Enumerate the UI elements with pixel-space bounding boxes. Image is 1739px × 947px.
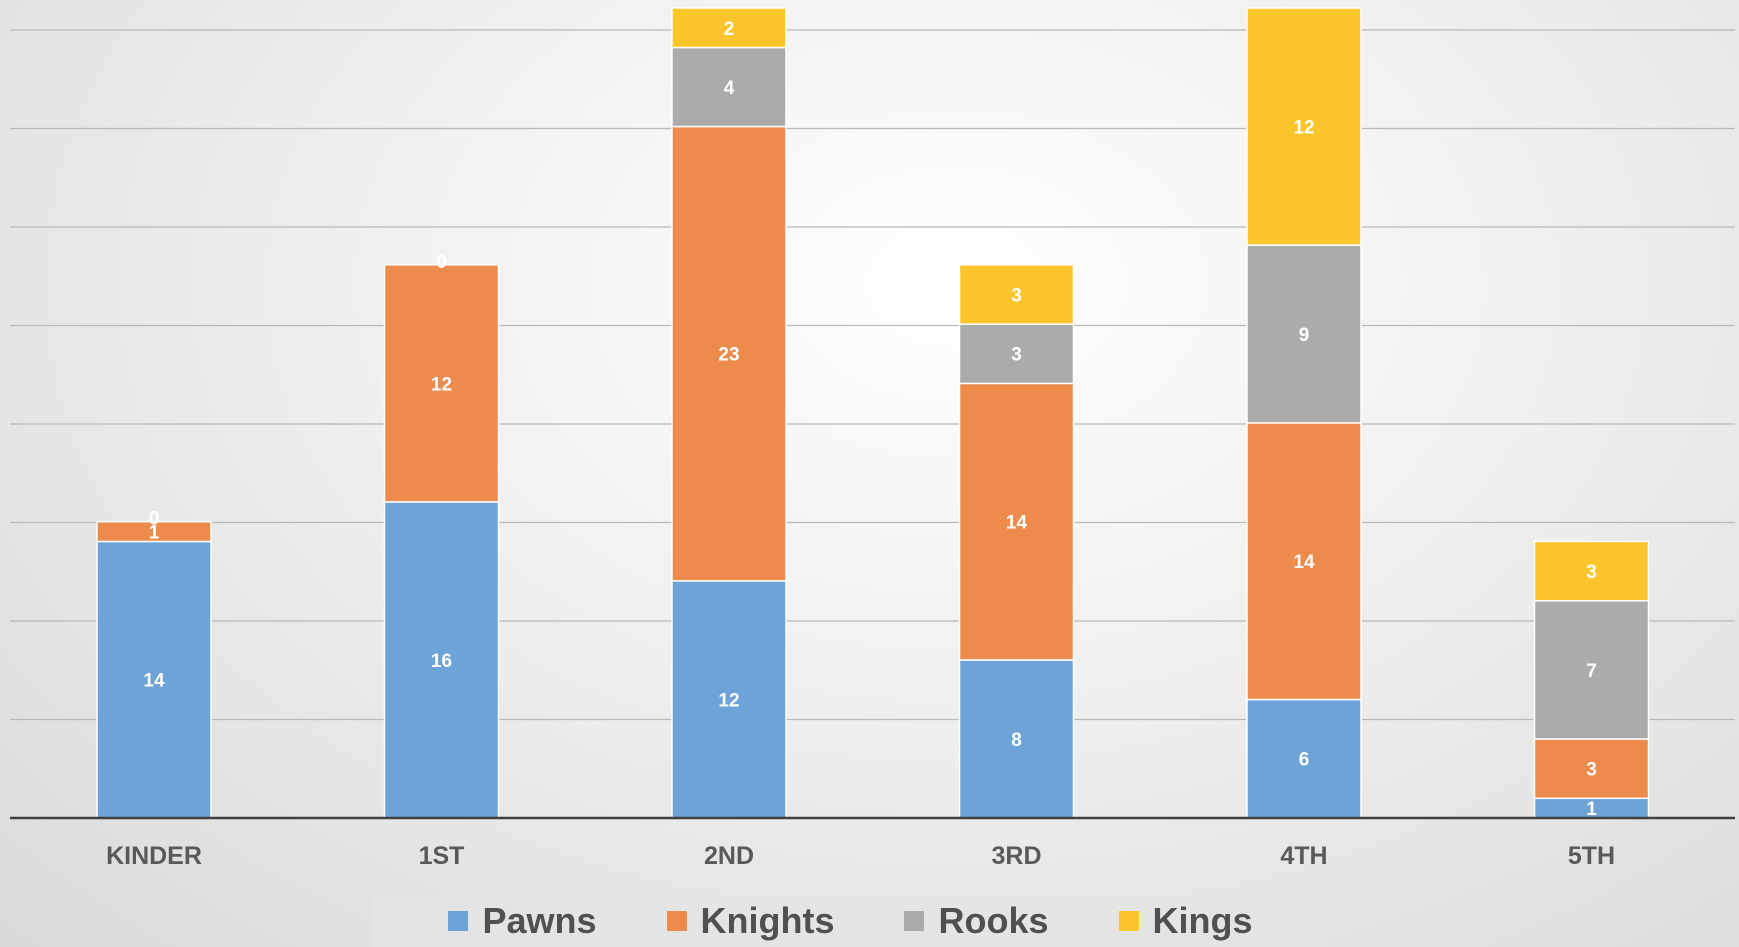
legend-label-pawns: Pawns — [482, 900, 597, 941]
data-label: 16 — [431, 651, 452, 672]
data-label: 0 — [436, 252, 447, 273]
data-label: 4 — [724, 78, 735, 99]
bar-segment-pawns — [958, 659, 1075, 819]
bar-segment-knights — [958, 382, 1075, 661]
bar-segment-knights — [96, 520, 212, 543]
data-label: 9 — [1299, 325, 1310, 346]
x-tick-label: KINDER — [106, 842, 202, 870]
chart-legend: Pawns Knights Rooks Kings — [372, 895, 1329, 947]
legend-swatch-knights — [666, 911, 687, 931]
legend-item-pawns: Pawns — [448, 900, 597, 942]
legend-label-kings: Kings — [1152, 900, 1253, 941]
legend-swatch-rooks — [904, 911, 925, 931]
bar-segment-rooks — [671, 46, 787, 128]
data-label: 12 — [718, 691, 739, 712]
data-label: 1 — [149, 523, 160, 544]
bar-segment-pawns — [671, 580, 787, 819]
data-label: 2 — [724, 19, 735, 40]
x-tick-label: 2ND — [704, 842, 754, 870]
legend-swatch-kings — [1118, 911, 1139, 931]
x-tick-label: 1ST — [419, 842, 465, 870]
bar-segment-kings — [1246, 7, 1362, 246]
data-label: 1 — [1586, 799, 1597, 820]
bar-segment-pawns — [96, 540, 212, 819]
bar-segment-rooks — [1533, 599, 1650, 740]
data-label: 12 — [431, 374, 452, 395]
bar-segment-knights — [1246, 422, 1362, 701]
data-label: 14 — [143, 671, 165, 692]
bar-segment-pawns — [1246, 698, 1362, 819]
bar-segment-kings — [958, 264, 1075, 325]
bar-segment-rooks — [1246, 244, 1362, 424]
data-label: 8 — [1011, 730, 1022, 751]
legend-label-knights: Knights — [700, 900, 835, 941]
legend-item-kings: Kings — [1118, 900, 1253, 942]
bar-segment-pawns — [383, 501, 500, 819]
data-label: 6 — [1299, 750, 1310, 771]
data-label: 0 — [149, 509, 160, 530]
data-label: 3 — [1586, 760, 1597, 781]
bar-segment-kings — [671, 7, 787, 49]
bar-segment-rooks — [958, 323, 1075, 385]
data-label: 14 — [1293, 552, 1315, 573]
data-label: 23 — [718, 345, 739, 366]
x-tick-label: 4TH — [1280, 842, 1327, 870]
x-tick-label: 3RD — [991, 842, 1041, 870]
bar-segment-kings — [1533, 540, 1650, 602]
legend-label-rooks: Rooks — [938, 900, 1049, 941]
legend-item-rooks: Rooks — [904, 900, 1049, 942]
x-tick-label: 5TH — [1568, 842, 1615, 870]
data-label: 3 — [1011, 286, 1022, 307]
data-label: 14 — [1006, 513, 1028, 534]
bar-segment-knights — [671, 125, 787, 582]
legend-swatch-pawns — [448, 911, 469, 931]
data-label: 3 — [1586, 562, 1597, 583]
data-label: 3 — [1011, 345, 1022, 366]
data-label: 12 — [1293, 118, 1314, 139]
legend-item-knights: Knights — [666, 900, 835, 942]
bar-segment-knights — [383, 264, 500, 503]
data-label: 7 — [1586, 661, 1597, 682]
